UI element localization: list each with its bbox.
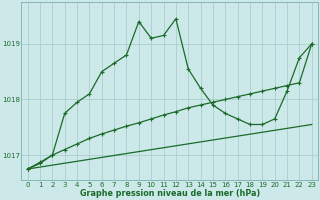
X-axis label: Graphe pression niveau de la mer (hPa): Graphe pression niveau de la mer (hPa) <box>80 189 260 198</box>
